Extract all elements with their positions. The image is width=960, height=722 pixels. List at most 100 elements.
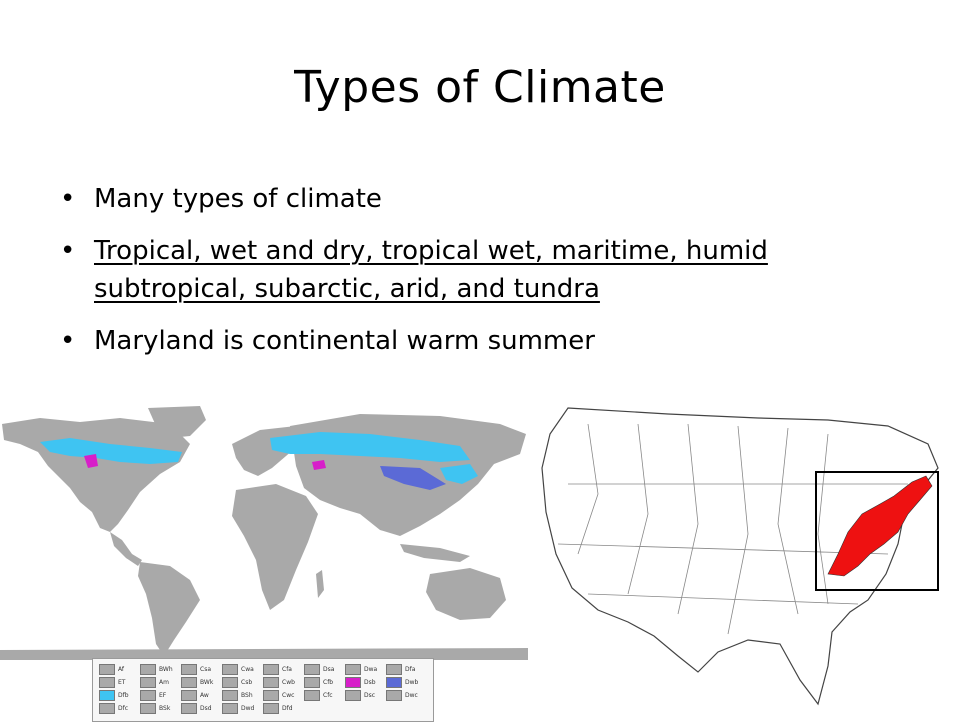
legend-label: Dsb <box>364 679 376 686</box>
legend-swatch <box>181 690 197 701</box>
legend-label: Dwd <box>241 705 255 712</box>
legend-item: Dfb <box>99 689 139 702</box>
legend-item: Dsa <box>304 663 344 676</box>
legend-swatch <box>222 677 238 688</box>
dfb-north-america <box>40 438 182 464</box>
legend-label: BSh <box>241 692 253 699</box>
legend-swatch <box>99 664 115 675</box>
bullet-item: • Tropical, wet and dry, tropical wet, m… <box>60 232 920 308</box>
legend-item: Cfa <box>263 663 303 676</box>
legend-label: Dwa <box>364 666 378 673</box>
legend-item: Cwb <box>263 676 303 689</box>
legend-item: Dwb <box>386 676 426 689</box>
legend-item: BSk <box>140 702 180 715</box>
legend-item: Dwa <box>345 663 385 676</box>
dsb-north-america <box>84 454 98 468</box>
legend-label: Cwa <box>241 666 254 673</box>
legend-item: ET <box>99 676 139 689</box>
legend-item: Dfc <box>99 702 139 715</box>
legend-swatch <box>345 677 361 688</box>
dfb-east-asia <box>440 464 478 484</box>
bullet-text-underlined: Tropical, wet and dry, tropical wet, mar… <box>94 236 768 304</box>
continental-warm-summer-region <box>827 475 933 577</box>
legend-item: Aw <box>181 689 221 702</box>
legend-label: Dwb <box>405 679 419 686</box>
legend-label: EF <box>159 692 167 699</box>
legend-item: EF <box>140 689 180 702</box>
legend-item: Cfc <box>304 689 344 702</box>
legend-label: BSk <box>159 705 171 712</box>
legend-swatch <box>222 664 238 675</box>
africa-land <box>232 484 318 610</box>
madagascar-land <box>316 570 324 598</box>
legend-swatch <box>386 664 402 675</box>
bullet-item: • Many types of climate <box>60 180 920 218</box>
legend-swatch <box>99 703 115 714</box>
climate-legend: Af BWh Csa Cwa Cfa Dsa Dwa Dfa ET Am BWk Csb Cwb Cfb D… <box>92 658 434 722</box>
legend-swatch <box>304 664 320 675</box>
legend-item: Cwc <box>263 689 303 702</box>
legend-item: Dsc <box>345 689 385 702</box>
legend-label: Dfc <box>118 705 129 712</box>
south-america-land <box>138 562 200 656</box>
legend-item: Dwd <box>222 702 262 715</box>
legend-item: Csb <box>222 676 262 689</box>
legend-item: BWk <box>181 676 221 689</box>
legend-item: Am <box>140 676 180 689</box>
legend-item: Dfd <box>263 702 303 715</box>
legend-label: Cwb <box>282 679 295 686</box>
legend-swatch <box>263 677 279 688</box>
legend-swatch <box>99 677 115 688</box>
greenland-land <box>148 406 206 438</box>
legend-label: Dfb <box>118 692 129 699</box>
legend-label: Cfb <box>323 679 334 686</box>
legend-swatch <box>99 690 115 701</box>
legend-label: Csb <box>241 679 253 686</box>
legend-swatch <box>140 703 156 714</box>
legend-swatch <box>140 677 156 688</box>
legend-label: Dfa <box>405 666 416 673</box>
legend-item: BSh <box>222 689 262 702</box>
legend-grid: Af BWh Csa Cwa Cfa Dsa Dwa Dfa ET Am BWk Csb Cwb Cfb D… <box>99 663 426 715</box>
bullet-item: • Maryland is continental warm summer <box>60 322 920 360</box>
legend-item: Dfa <box>386 663 426 676</box>
bullet-text: Maryland is continental warm summer <box>94 326 595 356</box>
legend-label: Af <box>118 666 125 673</box>
legend-label: Cfa <box>282 666 292 673</box>
legend-item: BWh <box>140 663 180 676</box>
bullet-dot: • <box>60 236 76 266</box>
legend-swatch <box>181 703 197 714</box>
legend-swatch <box>140 664 156 675</box>
legend-item: Cwa <box>222 663 262 676</box>
legend-label: Dfd <box>282 705 293 712</box>
legend-swatch <box>181 664 197 675</box>
legend-label: Am <box>159 679 169 686</box>
legend-swatch <box>386 690 402 701</box>
legend-item: Af <box>99 663 139 676</box>
legend-item: Cfb <box>304 676 344 689</box>
legend-item: Dwc <box>386 689 426 702</box>
legend-label: BWk <box>200 679 214 686</box>
legend-swatch <box>140 690 156 701</box>
legend-swatch <box>304 677 320 688</box>
legend-swatch <box>222 690 238 701</box>
bullet-dot: • <box>60 326 76 356</box>
legend-label: ET <box>118 679 126 686</box>
legend-swatch <box>263 703 279 714</box>
dwb-east-asia <box>380 466 446 490</box>
bullet-text: Many types of climate <box>94 184 382 214</box>
north-america-land <box>2 418 190 532</box>
dfb-eurasia <box>270 432 470 462</box>
legend-label: Dsd <box>200 705 212 712</box>
legend-swatch <box>304 690 320 701</box>
legend-swatch <box>222 703 238 714</box>
antarctica-land <box>0 648 528 660</box>
legend-label: Csa <box>200 666 211 673</box>
legend-label: Cfc <box>323 692 333 699</box>
legend-swatch <box>263 664 279 675</box>
legend-label: Aw <box>200 692 209 699</box>
legend-swatch <box>345 664 361 675</box>
legend-swatch <box>181 677 197 688</box>
northeast-highlight-box <box>815 471 939 591</box>
us-climate-map <box>541 407 939 706</box>
